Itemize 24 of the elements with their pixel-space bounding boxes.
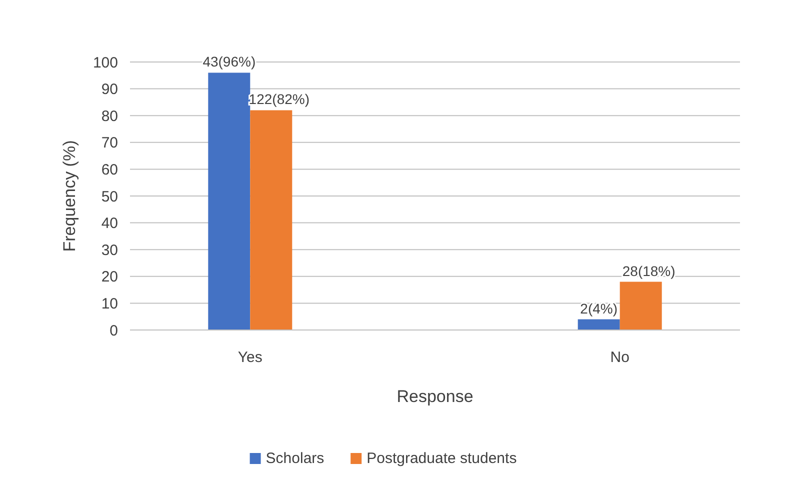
y-tick-label: 40 [101, 215, 118, 232]
bar [620, 282, 662, 330]
y-tick-label: 30 [101, 242, 118, 259]
bar [250, 110, 292, 330]
x-axis-title: Response [396, 387, 474, 406]
y-tick-label: 50 [101, 188, 118, 206]
bar [578, 319, 620, 330]
y-axis-title: Frequency (%) [60, 140, 79, 252]
y-tick-label: 80 [101, 108, 118, 125]
legend-label: Postgraduate students [366, 450, 517, 467]
data-label: 43(96%) [202, 54, 256, 70]
y-tick-label: 20 [101, 268, 118, 286]
y-tick-label: 60 [101, 161, 118, 178]
bar [208, 72, 250, 330]
y-tick-label: 100 [92, 54, 118, 72]
y-tick-label: 10 [101, 295, 118, 312]
legend-label: Scholars [266, 450, 324, 467]
data-label: 2(4%) [580, 300, 618, 316]
x-tick-label: No [610, 349, 630, 366]
y-tick-label: 90 [101, 81, 118, 98]
x-tick-label: Yes [238, 349, 262, 366]
data-label: 28(18%) [622, 262, 676, 279]
y-tick-label: 70 [101, 134, 118, 152]
y-tick-label: 0 [110, 322, 118, 340]
